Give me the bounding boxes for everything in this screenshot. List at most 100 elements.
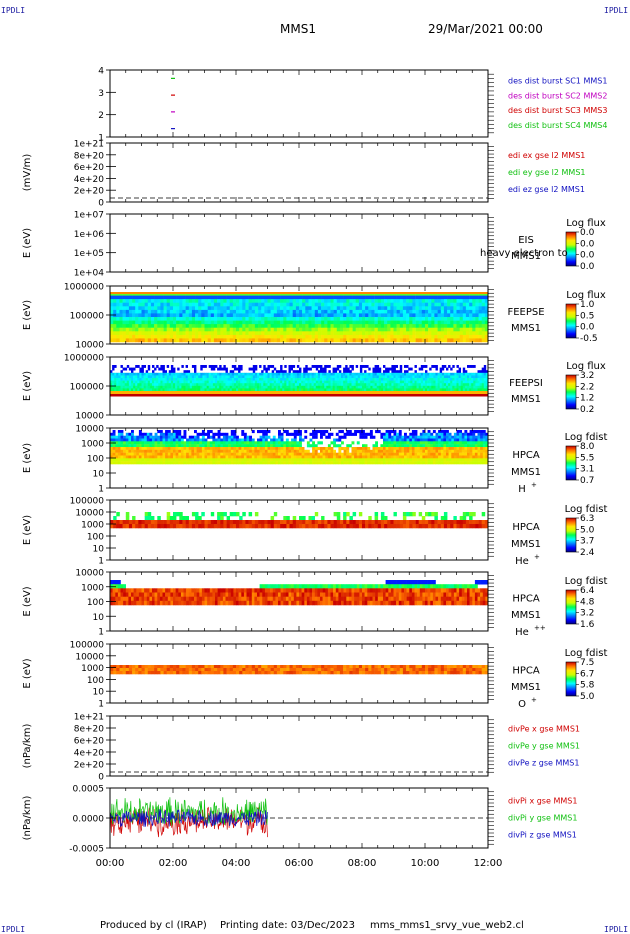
spectrogram-cell — [119, 295, 123, 300]
spectrogram-cell — [117, 452, 121, 456]
spectrogram-cell — [428, 327, 432, 332]
spectrogram-cell — [212, 388, 216, 392]
spectrogram-cell — [278, 432, 281, 436]
spectrogram-cell — [414, 385, 417, 389]
spectrogram-cell — [452, 365, 455, 368]
spectrogram-cell — [471, 383, 474, 387]
spectrogram-cell — [198, 385, 201, 389]
spectrogram-cell — [479, 375, 482, 379]
spectrogram-cell — [446, 385, 449, 389]
spectrogram-cell — [410, 367, 413, 371]
spectrogram-cell — [164, 385, 167, 389]
spectrogram-cell — [264, 432, 268, 436]
spectrogram-cell — [414, 435, 418, 439]
spectrogram-cell — [122, 372, 125, 376]
spectrogram-cell — [144, 444, 147, 448]
spectrogram-cell — [209, 455, 213, 459]
spectrogram-cell — [324, 365, 327, 368]
spectrogram-cell — [415, 324, 419, 328]
spectrogram-cell — [295, 306, 300, 311]
spectrogram-cell — [204, 452, 208, 456]
spectrogram-cell — [225, 452, 229, 456]
spectrogram-cell — [299, 441, 302, 445]
spectrogram-cell — [359, 372, 363, 376]
spectrogram-cell — [217, 378, 220, 381]
spectrogram-cell — [156, 365, 159, 368]
spectrogram-cell — [378, 385, 382, 389]
spectrogram-cell — [270, 320, 275, 325]
spectrogram-cell — [261, 334, 265, 339]
spectrogram-cell — [114, 372, 117, 376]
spectrogram-cell — [202, 385, 205, 389]
spectrogram-cell — [135, 309, 139, 314]
spectrogram-cell — [229, 380, 233, 384]
spectrogram-cell — [304, 452, 308, 456]
spectrogram-cell — [339, 309, 344, 314]
spectrogram-cell — [313, 372, 317, 376]
spectrogram-cell — [238, 449, 242, 453]
spectrogram-cell — [425, 372, 428, 376]
spectrogram-cell — [114, 380, 117, 384]
spectrogram-cell — [370, 372, 373, 376]
spectrogram-cell — [177, 367, 180, 371]
spectrogram-cell — [330, 375, 333, 379]
spectrogram-cell — [271, 370, 275, 374]
spectrogram-cell — [236, 444, 239, 448]
spectrogram-cell — [179, 327, 183, 332]
spectrogram-cell — [383, 365, 386, 368]
spectrogram-cell — [180, 455, 184, 459]
spectrogram-cell — [120, 452, 124, 456]
spectrogram-cell — [236, 313, 240, 318]
spectrogram-cell — [283, 461, 287, 465]
spectrogram-cell — [305, 309, 309, 314]
spectrogram-cell — [416, 383, 419, 387]
spectrogram-cell — [149, 444, 153, 448]
spectrogram-cell — [417, 449, 420, 453]
spectrogram-cell — [176, 313, 180, 318]
spectrogram-cell — [217, 306, 221, 311]
spectrogram-cell — [136, 452, 140, 456]
spectrogram-cell — [170, 449, 174, 453]
spectrogram-cell — [406, 449, 410, 453]
spectrogram-cell — [317, 306, 322, 311]
spectrogram-cell — [166, 383, 170, 387]
spectrogram-cell — [402, 299, 407, 303]
spectrogram-cell — [462, 385, 466, 389]
spectrogram-cell — [150, 338, 155, 343]
spectrogram-cell — [355, 338, 360, 343]
spectrogram-cell — [154, 447, 158, 451]
spectrogram-cell — [187, 380, 191, 384]
spectrogram-cell — [404, 461, 407, 465]
spectrogram-cell — [432, 455, 436, 459]
spectrogram-cell — [217, 435, 221, 439]
spectrogram-cell — [459, 338, 464, 343]
spectrogram-cell — [401, 461, 405, 465]
spectrogram-cell — [338, 388, 342, 392]
spectrogram-cell — [291, 455, 294, 459]
spectrogram-cell — [358, 324, 363, 328]
spectrogram-cell — [270, 444, 273, 448]
spectrogram-cell — [347, 370, 350, 374]
spectrogram-cell — [173, 432, 176, 436]
spectrogram-cell — [327, 447, 331, 451]
spectrogram-cell — [368, 309, 372, 314]
spectrogram-cell — [414, 444, 418, 448]
spectrogram-cell — [220, 313, 224, 318]
spectrogram-cell — [128, 299, 133, 303]
spectrogram-cell — [393, 388, 396, 392]
spectrogram-cell — [402, 309, 407, 314]
y-axis-label: E (eV) — [22, 300, 33, 330]
spectrogram-cell — [320, 430, 323, 434]
spectrogram-cell — [157, 455, 161, 459]
spectrogram-cell — [122, 309, 127, 314]
spectrogram-cell — [380, 388, 384, 392]
spectrogram-cell — [213, 320, 218, 325]
spectrogram-cell — [131, 367, 134, 371]
spectrogram-cell — [210, 372, 214, 376]
spectrogram-cell — [450, 375, 453, 379]
spectrogram-cell — [314, 320, 319, 325]
spectrogram-cell — [418, 334, 423, 339]
spectrogram-cell — [334, 380, 338, 384]
spectrogram-cell — [450, 295, 454, 300]
spectrogram-cell — [152, 438, 155, 442]
